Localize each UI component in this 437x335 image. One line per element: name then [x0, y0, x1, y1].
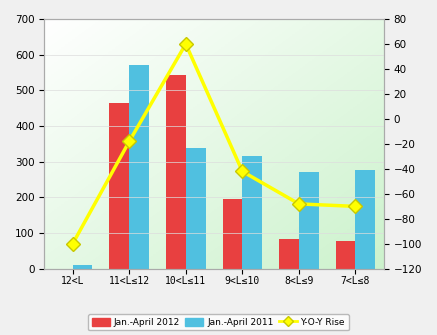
- Bar: [73, 265, 93, 269]
- Legend: Jan.-April 2012, Jan.-April 2011, Y-O-Y Rise: Jan.-April 2012, Jan.-April 2011, Y-O-Y …: [88, 314, 349, 331]
- Bar: [109, 103, 129, 269]
- Bar: [166, 75, 186, 269]
- Bar: [336, 241, 355, 269]
- Bar: [243, 156, 262, 269]
- Bar: [186, 148, 205, 269]
- Bar: [279, 239, 299, 269]
- Bar: [299, 173, 319, 269]
- Bar: [129, 65, 149, 269]
- Bar: [355, 170, 375, 269]
- Bar: [222, 199, 243, 269]
